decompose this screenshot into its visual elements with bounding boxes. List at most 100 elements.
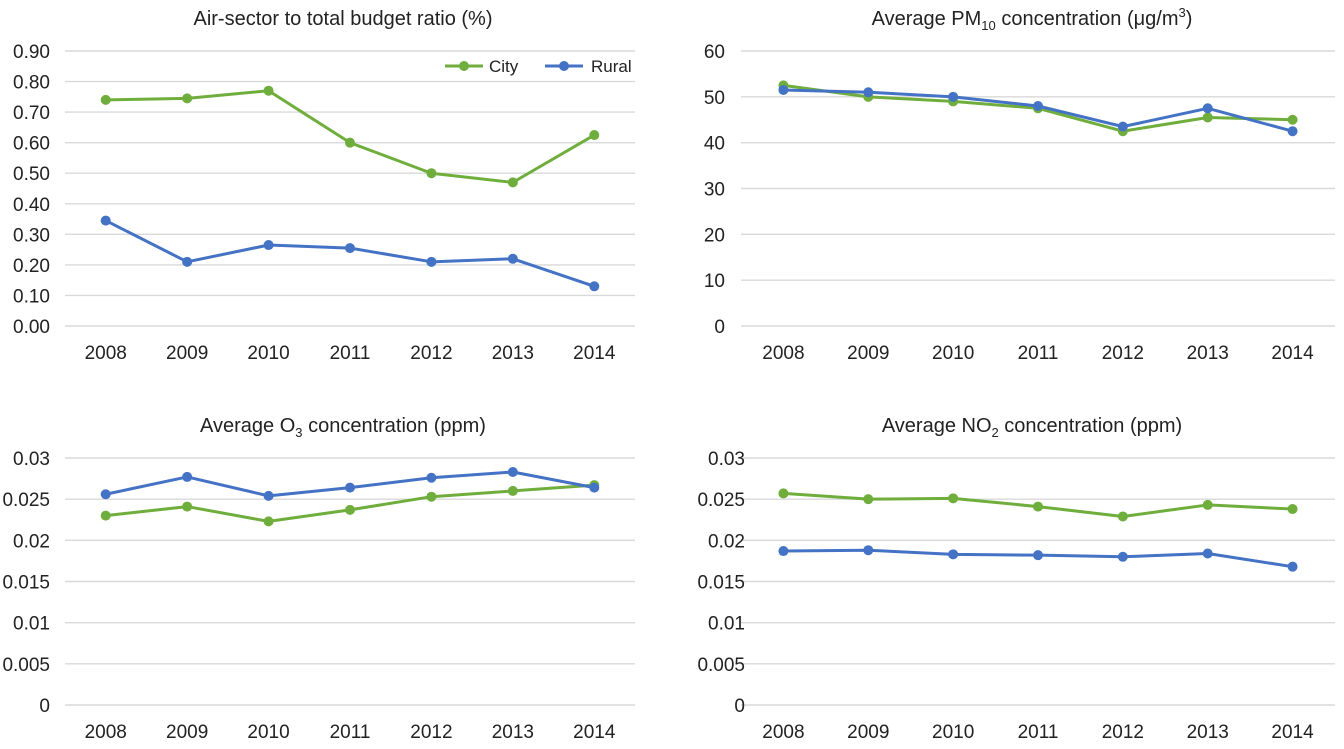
data-point — [863, 87, 874, 98]
title-post: concentration (ppm) — [303, 415, 486, 437]
data-point — [263, 490, 274, 501]
legend-label: Rural — [591, 57, 632, 76]
y-tick-label: 0 — [714, 317, 725, 338]
x-tick-label: 2008 — [762, 722, 804, 743]
x-tick-label: 2012 — [410, 722, 452, 743]
data-point — [263, 85, 274, 96]
data-point — [345, 137, 355, 148]
data-point — [426, 168, 437, 179]
data-point — [589, 130, 600, 141]
data-point — [1202, 112, 1213, 123]
data-point — [1117, 511, 1128, 522]
data-point — [345, 482, 355, 493]
series-rural — [778, 545, 1298, 572]
x-tick-label: 2013 — [492, 343, 534, 364]
x-tick-label: 2010 — [932, 722, 974, 743]
chart-title: Average NO2 concentration (ppm) — [882, 415, 1182, 440]
data-point — [589, 281, 600, 292]
y-tick-label: 0.03 — [13, 449, 50, 470]
data-point — [100, 215, 111, 226]
x-tick-label: 2013 — [1187, 722, 1229, 743]
data-point — [182, 501, 193, 512]
y-tick-label: 30 — [704, 180, 725, 201]
y-tick-label: 0.03 — [708, 449, 745, 470]
x-tick-label: 2009 — [166, 343, 208, 364]
x-tick-label: 2008 — [762, 343, 804, 364]
chart-title: Air-sector to total budget ratio (%) — [193, 8, 492, 30]
y-tick-label: 60 — [704, 42, 725, 63]
data-point — [589, 482, 600, 493]
legend-item-city: City — [445, 57, 519, 76]
data-point — [426, 472, 437, 483]
title-sub: 2 — [992, 425, 999, 440]
y-tick-label: 20 — [704, 225, 725, 246]
data-point — [778, 546, 789, 557]
x-tick-label: 2014 — [573, 722, 616, 743]
y-tick-label: 0.30 — [13, 225, 50, 246]
chart-3: Average O3 concentration (ppm) 0 0.005 0.01… — [2, 415, 635, 743]
data-point — [507, 253, 518, 264]
data-point — [263, 240, 274, 251]
y-tick-label: 0.50 — [13, 164, 50, 185]
data-point — [948, 549, 959, 560]
y-tick-label: 0.70 — [13, 103, 50, 124]
x-tick-label: 2012 — [1102, 722, 1144, 743]
y-tick-label: 0.025 — [2, 490, 50, 511]
y-tick-label: 0.02 — [708, 531, 745, 552]
x-tick-label: 2011 — [1018, 343, 1059, 364]
chart-1: Air-sector to total budget ratio (%) 0.00… — [13, 8, 635, 364]
title-sub: 10 — [981, 18, 995, 33]
data-point — [1202, 499, 1213, 510]
data-point — [1287, 504, 1298, 515]
series-rural — [778, 84, 1298, 137]
title-sub: 3 — [295, 425, 302, 440]
data-point — [1033, 501, 1043, 512]
data-point — [182, 93, 193, 104]
title-post: concentration (ppm) — [999, 415, 1182, 437]
series-line-city — [104, 89, 596, 184]
data-point — [507, 485, 518, 496]
y-tick-label: 0 — [39, 696, 50, 717]
series-line-rural — [104, 219, 596, 288]
legend-marker — [459, 61, 469, 71]
legend-marker — [559, 61, 569, 71]
x-tick-label: 2008 — [85, 722, 127, 743]
y-tick-label: 0.00 — [13, 317, 50, 338]
x-tick-label: 2009 — [847, 722, 889, 743]
data-point — [426, 491, 437, 502]
x-tick-label: 2009 — [847, 343, 889, 364]
y-tick-label: 0.005 — [2, 655, 50, 676]
title-post: concentration (μg/m — [996, 8, 1179, 30]
y-tick-label: 0.01 — [13, 614, 50, 635]
data-point — [1202, 548, 1213, 559]
title-sup: 3 — [1178, 5, 1185, 20]
title-pre: Average O — [200, 415, 295, 437]
series-rural — [100, 466, 600, 501]
data-point — [1117, 121, 1128, 132]
x-tick-label: 2014 — [1271, 343, 1314, 364]
y-tick-label: 0.01 — [708, 614, 745, 635]
x-tick-label: 2010 — [247, 343, 289, 364]
y-tick-label: 0.90 — [13, 42, 50, 63]
data-point — [1033, 550, 1043, 561]
title-pre: Average PM — [872, 8, 982, 30]
x-tick-label: 2012 — [1102, 343, 1144, 364]
legend-label: City — [489, 57, 519, 76]
series-city — [100, 480, 600, 527]
chart-4: Average NO2 concentration (ppm) 0 0.005 0.0… — [697, 415, 1335, 743]
data-point — [426, 256, 437, 267]
y-tick-label: 0.015 — [2, 573, 50, 594]
x-tick-label: 2013 — [492, 722, 534, 743]
y-tick-label: 0.80 — [13, 73, 50, 94]
x-tick-label: 2010 — [932, 343, 974, 364]
legend-item-rural: Rural — [545, 57, 632, 76]
title-end: ) — [1186, 8, 1193, 30]
data-point — [182, 471, 193, 482]
x-tick-label: 2011 — [1018, 722, 1059, 743]
y-tick-label: 0.005 — [697, 655, 745, 676]
data-point — [345, 504, 355, 515]
chart-title: Average O3 concentration (ppm) — [200, 415, 486, 440]
data-point — [1033, 101, 1043, 111]
title-pre: Average NO — [882, 415, 992, 437]
